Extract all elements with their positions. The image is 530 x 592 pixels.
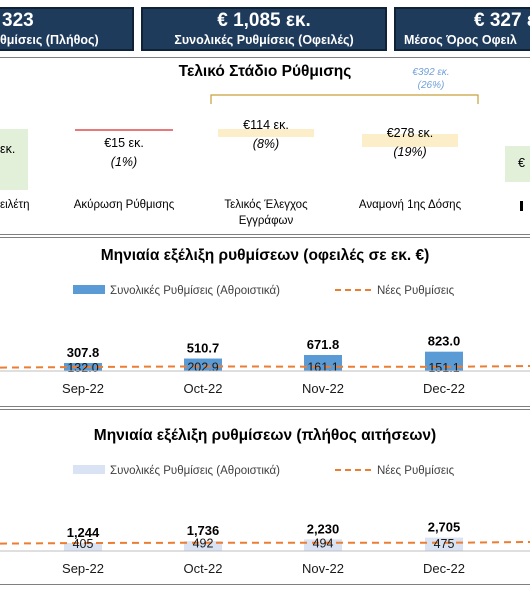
- divider: [0, 234, 530, 235]
- bar-data-label: 1,244: [67, 525, 100, 540]
- x-tick-label: Sep-22: [62, 561, 104, 576]
- stage-pct: (19%): [393, 145, 427, 159]
- series-line-new: [0, 540, 530, 545]
- bar-data-label: 2,705: [428, 520, 461, 535]
- stage-label: Τελικός Έλεγχος Εγγράφων: [224, 199, 308, 227]
- divider: [0, 406, 530, 407]
- stage-amount: €114 εκ.: [243, 118, 289, 132]
- bar-Sep-22: [64, 363, 102, 371]
- line-data-label: 132.0: [67, 361, 98, 375]
- bar-data-label: 823.0: [428, 334, 461, 349]
- x-tick-label: Oct-22: [183, 561, 222, 576]
- kpi-label: Συνολικές Ρυθμίσεις (Οφειλές): [174, 33, 354, 47]
- bar-Nov-22: [304, 539, 342, 551]
- stage-amount: €278 εκ.: [386, 126, 434, 140]
- kpi-label: Μέσος Όρος Οφειλ: [404, 33, 517, 47]
- divider: [0, 584, 530, 585]
- divider: [0, 57, 530, 58]
- legend-label-line: Νέες Ρυθμίσεις: [377, 285, 455, 297]
- stage-box-next: [505, 146, 530, 182]
- kpi-card-total-debt: € 1,085 εκ. Συνολικές Ρυθμίσεις (Οφειλές…: [141, 7, 387, 51]
- bar-Dec-22: [425, 537, 463, 551]
- line-data-label: 161.1: [307, 361, 338, 375]
- kpi-value: 323: [2, 10, 34, 31]
- bracket-note-amount: €392 εκ.: [412, 67, 450, 78]
- line-data-label: 151.1: [428, 361, 459, 375]
- line-data-label: 405: [73, 537, 94, 551]
- stage-label: ειλέτη: [0, 199, 30, 211]
- stage-amount: €: [518, 156, 525, 170]
- chart1-svg: Συνολικές Ρυθμίσεις (Αθροιστικά) Νέες Ρυθ…: [0, 285, 530, 396]
- series-line-new: [0, 365, 530, 369]
- stage-box-first-installment: [362, 134, 458, 147]
- x-tick-label: Nov-22: [302, 561, 344, 576]
- legend-swatch-bars: [73, 285, 105, 294]
- stage-amount: εκ.: [0, 142, 16, 156]
- stage-box-final-check: [218, 129, 314, 137]
- stage-pct: (8%): [252, 137, 280, 151]
- stage-bracket: [210, 94, 479, 104]
- stage-label: Ακύρωση Ρύθμισης: [73, 199, 175, 211]
- bracket-note-pct: (26%): [417, 80, 445, 91]
- kpi-value: € 1,085 εκ.: [217, 10, 311, 31]
- x-tick-label: Oct-22: [183, 381, 222, 396]
- stage-label: Αναμονή 1ης Δόσης: [358, 199, 462, 211]
- legend-swatch-bars: [73, 465, 105, 474]
- chart2-svg: Συνολικές Ρυθμίσεις (Αθροιστικά) Νέες Ρυθ…: [0, 465, 530, 576]
- bar-data-label: 1,736: [187, 523, 220, 538]
- x-tick-label: Dec-22: [423, 381, 465, 396]
- x-tick-label: Sep-22: [62, 381, 104, 396]
- kpi-card-count: 323 θμίσεις (Πλήθος): [0, 7, 134, 51]
- bar-Oct-22: [184, 358, 222, 371]
- bar-data-label: 307.8: [67, 345, 100, 360]
- stages-title: Τελικό Στάδιο Ρύθμισης: [178, 63, 352, 80]
- bar-data-label: 2,230: [307, 521, 340, 536]
- line-data-label: 202.9: [187, 360, 218, 374]
- line-data-label: 494: [313, 537, 334, 551]
- bar-Sep-22: [64, 543, 102, 551]
- stage-label-partial: [520, 201, 523, 211]
- legend-label-bars: Συνολικές Ρυθμίσεις (Αθροιστικά): [110, 465, 280, 477]
- chart1-title: Μηνιαία εξέλιξη ρυθμίσεων (οφειλές σε εκ…: [100, 247, 430, 264]
- divider: [0, 237, 530, 238]
- x-tick-label: Dec-22: [423, 561, 465, 576]
- divider: [0, 409, 530, 410]
- bar-data-label: 671.8: [307, 337, 340, 352]
- bar-Oct-22: [184, 541, 222, 551]
- stage-box-signer: [0, 129, 28, 190]
- kpi-label: θμίσεις (Πλήθος): [0, 33, 99, 47]
- stage-marker-cancel: [75, 129, 173, 131]
- legend-label-line: Νέες Ρυθμίσεις: [377, 465, 455, 477]
- stage-pct: (1%): [110, 155, 138, 169]
- stage-amount: €15 εκ.: [104, 136, 144, 150]
- line-data-label: 475: [434, 537, 455, 551]
- x-tick-label: Nov-22: [302, 381, 344, 396]
- line-data-label: 492: [193, 537, 214, 551]
- bar-data-label: 510.7: [187, 341, 220, 356]
- legend-label-bars: Συνολικές Ρυθμίσεις (Αθροιστικά): [110, 285, 280, 297]
- kpi-value: € 327 ε: [474, 10, 530, 31]
- kpi-card-average-debt: € 327 ε Μέσος Όρος Οφειλ: [394, 7, 530, 51]
- chart2-title: Μηνιαία εξέλιξη ρυθμίσεων (πλήθος αιτήσε…: [93, 427, 437, 444]
